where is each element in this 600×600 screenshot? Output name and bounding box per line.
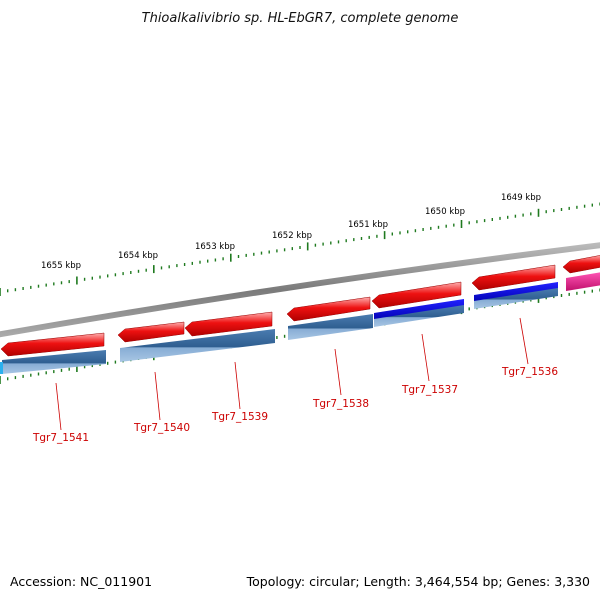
gene-label-leaders <box>55 317 529 431</box>
scale-label-1655: 1655 kbp <box>41 261 81 271</box>
accession-text: Accession: NC_011901 <box>10 574 152 589</box>
gene-bar[interactable] <box>288 314 373 340</box>
cds-arrow[interactable] <box>562 255 600 274</box>
gene-bar[interactable] <box>374 305 464 327</box>
cds-arrow[interactable] <box>184 311 273 337</box>
cds-arrow[interactable] <box>286 296 371 322</box>
cds-arrow[interactable] <box>471 264 556 291</box>
gene-bar[interactable] <box>2 350 106 374</box>
cds-arrow[interactable] <box>0 332 105 357</box>
topology-summary-text: Topology: circular; Length: 3,464,554 bp… <box>246 574 590 589</box>
scale-label-1649: 1649 kbp <box>501 193 541 203</box>
scale-label-1653: 1653 kbp <box>195 242 235 252</box>
cds-arrow[interactable] <box>117 321 185 343</box>
gene-label-tgr7-1539[interactable]: Tgr7_1539 <box>211 411 268 423</box>
gene-label-tgr7-1538[interactable]: Tgr7_1538 <box>312 398 369 410</box>
gene-label-tgr7-1540[interactable]: Tgr7_1540 <box>133 422 190 434</box>
gene-label-tgr7-1536[interactable]: Tgr7_1536 <box>501 366 558 378</box>
gene-bar[interactable] <box>474 288 558 309</box>
scale-tick-ring-outer <box>0 202 600 296</box>
scale-label-1650: 1650 kbp <box>425 207 465 217</box>
cds-arrow[interactable] <box>371 281 462 309</box>
gene-label-tgr7-1541[interactable]: Tgr7_1541 <box>32 432 89 444</box>
scale-label-1651: 1651 kbp <box>348 220 388 230</box>
scale-label-1654: 1654 kbp <box>118 251 158 261</box>
map-title: Thioalkalivibrio sp. HL-EbGR7, complete … <box>142 11 459 26</box>
gene-bar-magenta[interactable] <box>566 272 600 291</box>
scale-label-1652: 1652 kbp <box>272 231 312 241</box>
gene-bar-cyan[interactable] <box>0 362 3 374</box>
genome-backbone <box>0 242 600 338</box>
gene-label-tgr7-1537[interactable]: Tgr7_1537 <box>401 384 458 396</box>
gene-bar[interactable] <box>120 329 275 362</box>
